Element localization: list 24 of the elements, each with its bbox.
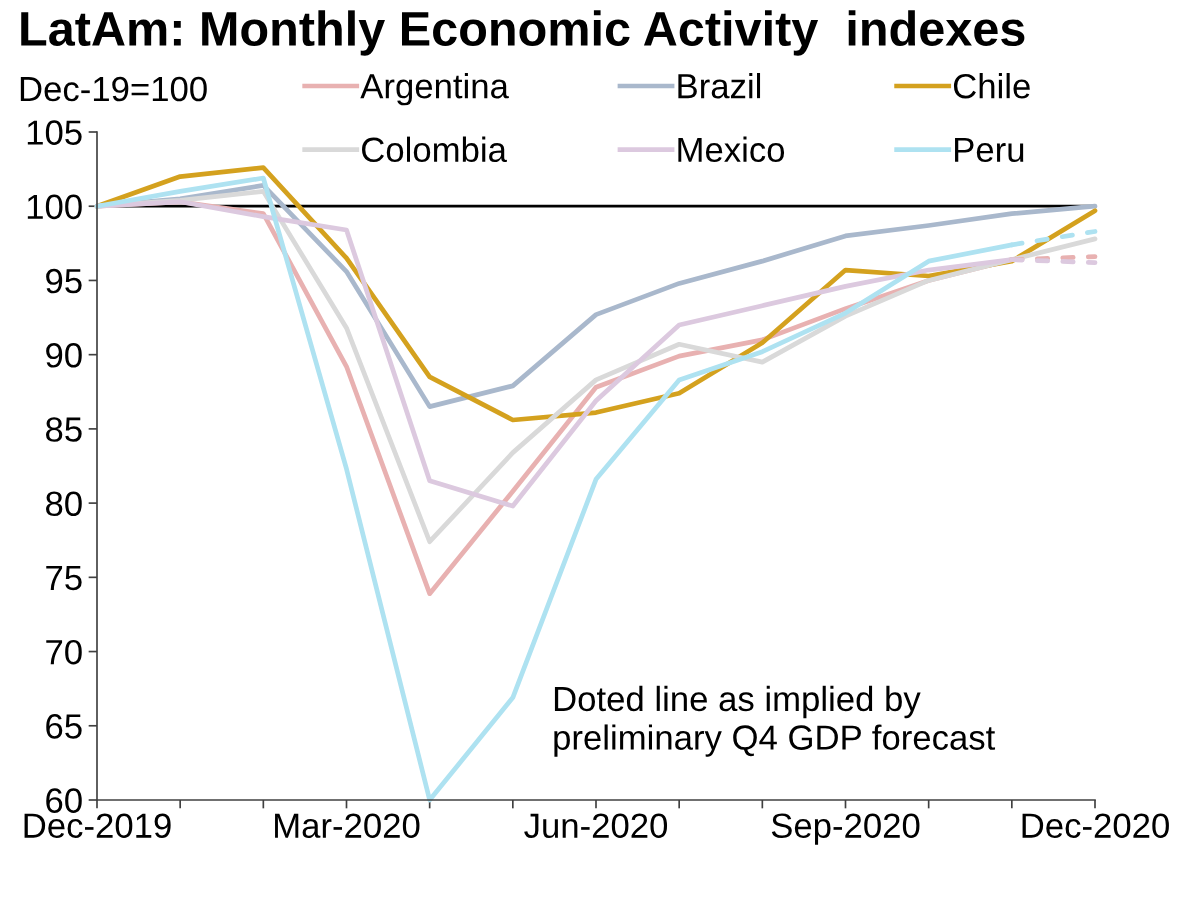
y-tick-label: 90	[46, 343, 82, 368]
chart-title: LatAm: Monthly Economic Activity indexes	[21, 10, 1025, 56]
legend-label: Mexico	[678, 136, 785, 163]
x-tick-label: Mar-2020	[275, 813, 420, 838]
x-tick-label: Dec-2019	[24, 813, 171, 838]
y-tick-label: 85	[46, 417, 82, 442]
x-tick-label: Dec-2020	[1022, 813, 1169, 838]
y-tick-label: 75	[46, 566, 82, 591]
y-axis-title: Dec-19=100	[20, 76, 207, 102]
x-tick-label: Jun-2020	[524, 813, 668, 838]
y-tick-label: 70	[46, 639, 82, 665]
legend-label: Peru	[955, 137, 1024, 163]
y-tick-label: 100	[27, 194, 82, 220]
annotation: Doted line as implied by preliminary Q4 GDP forecast	[554, 685, 996, 757]
x-tick-label: Sep-2020	[771, 813, 920, 845]
legend-label: Brazil	[678, 73, 761, 99]
y-tick-label: 65	[46, 714, 82, 739]
legend-label: Argentina	[360, 73, 509, 106]
y-tick-label: 105	[27, 120, 82, 145]
legend-label: Colombia	[362, 136, 507, 163]
y-tick-label: 60	[46, 788, 82, 813]
y-tick-label: 80	[46, 491, 82, 517]
legend-label: Chile	[953, 73, 1030, 99]
y-tick-label: 95	[46, 268, 82, 294]
